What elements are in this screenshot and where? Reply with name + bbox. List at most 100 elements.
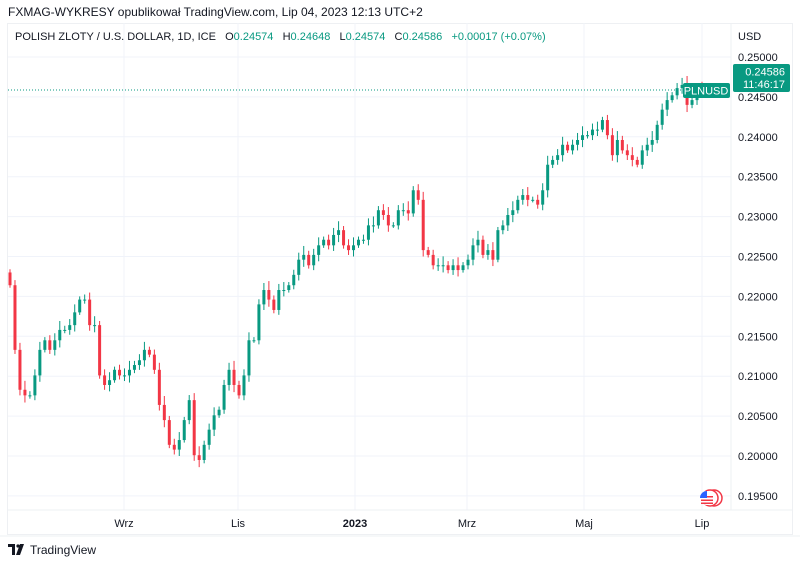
y-tick-label: 0.23000	[738, 212, 778, 224]
candle-body	[73, 312, 77, 326]
candle-body	[655, 124, 659, 140]
candle	[63, 325, 67, 334]
candle	[142, 341, 146, 367]
candle	[595, 121, 599, 137]
time-axis[interactable]: Wrz Lis 2023 Mrz Maj Lip	[114, 518, 709, 530]
candle	[600, 116, 604, 133]
candle-body	[187, 400, 191, 421]
price-axis[interactable]: 0.25000 0.24500 0.24000 0.23500 0.23000 0.225…	[738, 52, 778, 503]
candle	[177, 432, 181, 456]
currency-label: USD	[738, 31, 761, 43]
candle	[396, 205, 400, 230]
candle	[327, 234, 331, 250]
candle	[366, 218, 370, 246]
candle	[212, 407, 216, 437]
candle	[640, 145, 644, 169]
ticker-text: PLNUSD	[684, 86, 729, 98]
y-tick-label: 0.19500	[738, 491, 778, 503]
candle-body	[317, 245, 321, 255]
candle-body	[401, 210, 405, 212]
candle	[113, 366, 117, 383]
candle-body	[571, 144, 575, 151]
candle-body	[327, 239, 331, 246]
candle-body	[127, 369, 131, 376]
candle	[197, 446, 201, 468]
candle-body	[595, 129, 599, 131]
candle-body	[217, 409, 221, 416]
close-value: 0.24586	[402, 31, 443, 43]
candle	[605, 114, 609, 140]
candle-body	[103, 375, 107, 385]
candle-body	[670, 95, 674, 101]
candle	[103, 369, 107, 390]
candle-body	[610, 135, 614, 156]
candle	[585, 131, 589, 139]
candle-body	[98, 325, 102, 376]
candle	[630, 147, 634, 167]
candle	[386, 207, 390, 232]
candle	[451, 259, 455, 275]
candle	[516, 195, 520, 214]
candle-body	[337, 230, 341, 235]
candle-body	[581, 135, 585, 140]
candle	[675, 83, 679, 100]
candle-body	[501, 225, 505, 231]
candle-body	[247, 340, 251, 376]
candle-body	[63, 329, 67, 331]
tradingview-logo[interactable]: TradingView	[8, 543, 96, 557]
bar-countdown: 11:46:17	[743, 79, 785, 91]
candle	[546, 155, 550, 198]
candle	[232, 360, 236, 393]
candle-body	[486, 250, 490, 255]
candle	[267, 281, 271, 307]
candle	[356, 236, 360, 248]
candle	[157, 362, 161, 411]
candle	[461, 262, 465, 273]
candle-body	[312, 254, 316, 266]
x-tick-label: 2023	[343, 518, 367, 530]
candle-body	[585, 135, 589, 137]
candle	[655, 120, 659, 144]
candle	[426, 246, 430, 258]
candle-body	[675, 88, 679, 96]
candle-body	[18, 349, 22, 390]
candle-body	[516, 199, 520, 211]
candle-body	[13, 285, 17, 350]
candle-body	[78, 299, 82, 313]
candle-body	[690, 100, 694, 105]
y-tick-label: 0.21500	[738, 331, 778, 343]
open-label: O	[225, 31, 234, 43]
candle	[556, 149, 560, 165]
chart-legend: POLISH ZLOTY / U.S. DOLLAR, 1D, ICE O0.2…	[15, 31, 546, 43]
candle-body	[147, 349, 151, 355]
candle	[496, 226, 500, 263]
candle	[33, 369, 37, 401]
candle	[132, 360, 136, 374]
candle-body	[88, 299, 92, 326]
candle	[635, 156, 639, 168]
x-tick-label: Mrz	[458, 518, 476, 530]
candle-body	[466, 259, 470, 266]
candle-body	[476, 239, 480, 246]
candle	[252, 337, 256, 343]
candle-body	[28, 395, 32, 397]
candle-body	[491, 250, 495, 260]
y-tick-label: 0.20500	[738, 411, 778, 423]
candle-body	[152, 354, 156, 370]
candle-body	[546, 164, 550, 191]
publisher-line: FXMAG-WYKRESY opublikował TradingView.co…	[8, 5, 423, 19]
candle-body	[421, 199, 425, 251]
candle	[486, 244, 490, 260]
candle	[307, 250, 311, 269]
candle-body	[118, 369, 122, 376]
candle-body	[38, 349, 42, 376]
candle	[660, 103, 664, 130]
candle	[172, 438, 176, 455]
candle	[561, 136, 565, 162]
candle	[421, 191, 425, 257]
candle-body	[207, 429, 211, 445]
open-value: 0.24574	[233, 31, 274, 43]
candle	[332, 227, 336, 251]
candle	[511, 201, 515, 223]
